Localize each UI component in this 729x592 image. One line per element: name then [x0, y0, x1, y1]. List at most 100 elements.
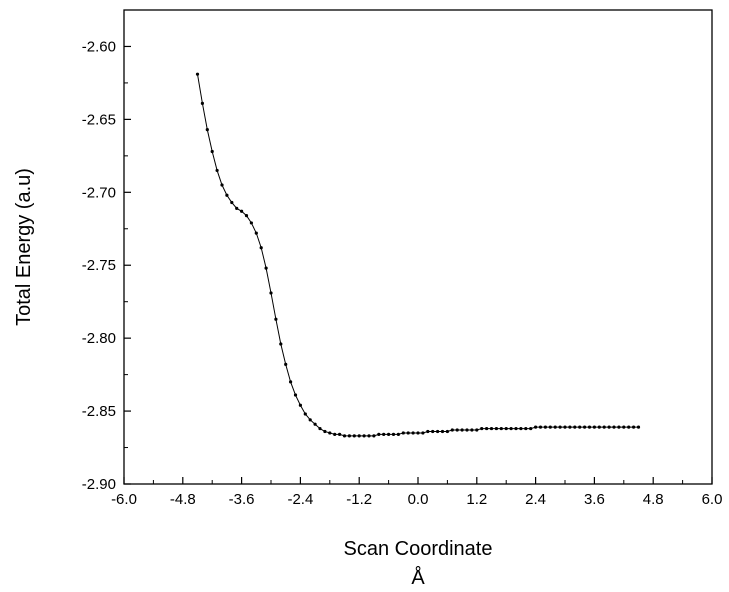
data-point [338, 432, 342, 437]
data-point [592, 425, 597, 429]
data-point [259, 246, 263, 250]
series-layer [195, 72, 641, 438]
data-point [244, 214, 249, 218]
y-tick-label: -2.90 [82, 476, 116, 493]
data-point [607, 425, 611, 429]
data-point [494, 426, 498, 431]
x-tick-label: -1.2 [346, 491, 372, 508]
data-point [485, 426, 489, 431]
data-point [235, 206, 239, 210]
data-point [347, 434, 351, 438]
data-point [367, 434, 371, 438]
data-point [215, 168, 219, 173]
data-point [455, 428, 459, 432]
data-point [553, 425, 557, 429]
data-point [568, 425, 572, 429]
data-point [293, 393, 298, 397]
data-point [411, 431, 415, 435]
x-tick-label: -2.4 [287, 491, 313, 508]
x-tick-label: 3.6 [584, 491, 605, 508]
data-point [445, 429, 449, 434]
data-point [573, 425, 577, 429]
data-point [254, 231, 258, 235]
data-point [382, 432, 386, 437]
data-point [597, 425, 601, 429]
x-axis-label: Scan Coordinate [344, 538, 493, 560]
data-point [372, 434, 376, 438]
x-tick-label: 4.8 [643, 491, 664, 508]
data-point [230, 200, 234, 205]
data-point [220, 183, 224, 187]
data-point [514, 426, 518, 431]
data-point [534, 425, 538, 429]
data-point [578, 425, 582, 429]
data-point [431, 429, 435, 434]
data-point [264, 266, 268, 270]
data-point [421, 431, 425, 435]
data-point [396, 432, 400, 437]
y-tick-label: -2.70 [82, 184, 116, 201]
data-point [342, 434, 347, 438]
x-tick-label: 0.0 [408, 491, 429, 508]
y-axis-label: Total Energy (a.u) [13, 168, 35, 326]
data-point [377, 432, 381, 437]
data-point [274, 317, 278, 321]
data-point [362, 434, 366, 438]
data-point [460, 428, 464, 432]
data-point [636, 425, 641, 429]
data-point [470, 428, 474, 432]
data-point [563, 425, 567, 429]
data-point [328, 431, 332, 435]
x-tick-label: 2.4 [525, 491, 546, 508]
data-point [480, 426, 484, 431]
data-point [401, 431, 405, 435]
data-point [308, 418, 312, 422]
x-tick-label: -3.6 [229, 491, 255, 508]
y-tick-label: -2.60 [82, 38, 116, 55]
x-tick-label: -4.8 [170, 491, 196, 508]
data-point [269, 291, 273, 295]
data-point [406, 431, 410, 435]
data-point [313, 422, 317, 426]
y-tick-label: -2.75 [82, 257, 116, 274]
y-tick-label: -2.80 [82, 330, 116, 347]
data-point [583, 425, 587, 429]
data-point [632, 425, 636, 429]
data-point [298, 403, 302, 407]
data-point [558, 425, 562, 429]
data-point [602, 425, 606, 429]
data-point [284, 362, 288, 367]
data-point [391, 432, 396, 437]
data-point [612, 425, 616, 429]
data-point [548, 425, 552, 429]
data-point [210, 149, 214, 154]
data-point [587, 425, 592, 429]
x-tick-label: 1.2 [466, 491, 487, 508]
data-point [627, 425, 631, 429]
data-point [440, 429, 445, 434]
data-point [333, 432, 337, 437]
data-point [205, 127, 209, 132]
data-point [426, 429, 430, 434]
data-point [519, 426, 523, 431]
data-point [622, 425, 626, 429]
y-tick-label: -2.65 [82, 111, 116, 128]
data-point [323, 429, 327, 434]
data-point [240, 209, 244, 213]
x-tick-label: 6.0 [702, 491, 723, 508]
energy-curve-line [197, 74, 639, 437]
tick-labels: -6.0 -4.8 -3.6 -2.4 -1.2 0.0 1.2 2.4 3.6 4.8 6.0 -2… [82, 38, 723, 508]
data-point [249, 221, 253, 225]
data-point [357, 434, 361, 438]
data-point [289, 380, 293, 384]
data-point [416, 431, 420, 435]
data-point [318, 426, 322, 431]
data-point [195, 72, 200, 76]
data-point [499, 426, 503, 431]
data-point [387, 432, 391, 437]
x-tick-label: -6.0 [111, 491, 137, 508]
data-point [279, 342, 283, 346]
data-point [617, 425, 621, 429]
axis-ticks [123, 9, 713, 485]
